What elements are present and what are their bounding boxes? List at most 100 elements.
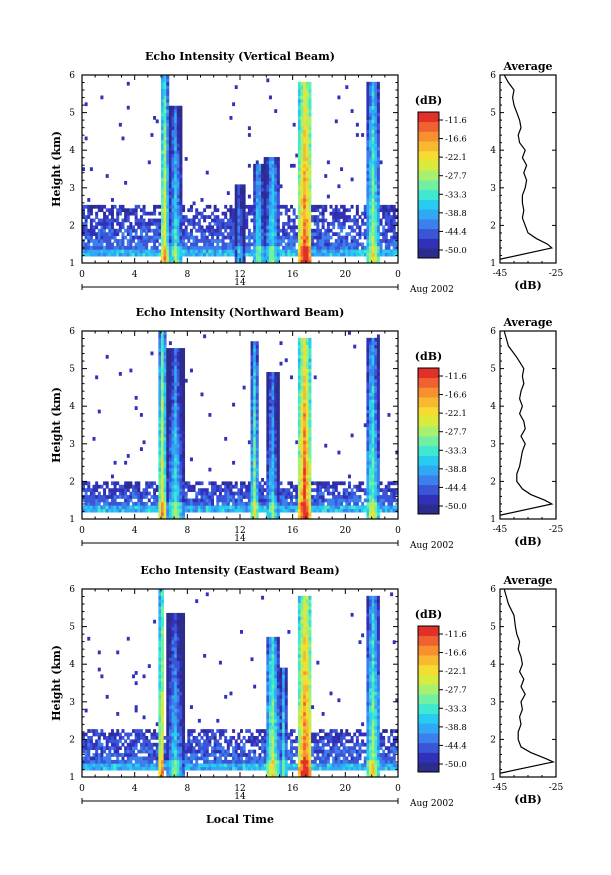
echo-cell (305, 221, 309, 226)
echo-cell (171, 187, 175, 192)
echo-cell (361, 133, 365, 137)
echo-cell (387, 245, 391, 250)
echo-cell (171, 191, 175, 195)
echo-cell (297, 225, 301, 230)
echo-cell (311, 235, 315, 240)
echo-cell (305, 180, 309, 185)
echo-cell (258, 495, 262, 499)
echo-cell (308, 88, 312, 93)
echo-cell (129, 495, 133, 499)
echo-cell (371, 430, 375, 434)
echo-cell (266, 440, 270, 445)
echo-cell (166, 413, 170, 417)
echo-cell (369, 484, 373, 489)
echo-cell (176, 392, 180, 397)
echo-cell (266, 211, 270, 216)
echo-cell (300, 399, 304, 404)
echo-cell (274, 225, 278, 230)
echo-cell (158, 225, 162, 230)
echo-cell (168, 133, 172, 137)
echo-cell (124, 180, 128, 185)
echo-cell (376, 95, 380, 100)
echo-cell (303, 515, 307, 520)
echo-cell (282, 228, 286, 233)
echo-cell (187, 249, 191, 254)
echo-cell (390, 481, 394, 486)
y-tick-label: 1 (490, 515, 496, 525)
echo-cell (376, 153, 380, 158)
echo-cell (110, 245, 114, 250)
echo-cell (108, 491, 112, 496)
echo-cell (168, 392, 172, 397)
echo-cell (205, 495, 209, 499)
echo-cell (195, 508, 199, 513)
echo-cell (345, 488, 349, 493)
echo-cell (224, 501, 228, 506)
echo-cell (126, 232, 130, 237)
echo-cell (384, 242, 388, 247)
echo-cell (255, 512, 259, 516)
echo-cell (261, 228, 265, 233)
echo-cell (274, 402, 278, 407)
echo-cell (163, 215, 167, 219)
echo-cell (161, 348, 164, 352)
echo-cell (305, 88, 309, 93)
echo-cell (271, 481, 275, 486)
echo-cell (308, 256, 312, 260)
echo-cell (166, 174, 170, 178)
echo-cell (208, 245, 212, 250)
echo-cell (203, 218, 207, 223)
echo-cell (379, 245, 383, 250)
echo-cell (274, 180, 278, 185)
echo-cell (168, 112, 172, 117)
echo-cell (326, 488, 330, 493)
echo-cell (374, 423, 378, 428)
echo-cell (168, 232, 172, 237)
echo-cell (168, 395, 172, 400)
y-tick-label: 6 (490, 71, 496, 81)
echo-cell (274, 211, 278, 216)
echo-cell (182, 204, 186, 209)
echo-cell (369, 249, 373, 254)
echo-cell (371, 365, 375, 369)
echo-cell (110, 232, 114, 237)
echo-cell (166, 225, 170, 230)
echo-cell (174, 170, 178, 175)
echo-cell (255, 177, 259, 182)
echo-cell (232, 491, 236, 496)
echo-cell (203, 208, 207, 213)
echo-cell (316, 242, 320, 247)
echo-cell (342, 211, 346, 216)
echo-cell (300, 153, 304, 158)
echo-cell (271, 225, 275, 230)
echo-cell (203, 488, 207, 493)
echo-cell (390, 204, 394, 209)
echo-cell (89, 495, 93, 499)
echo-cell (247, 495, 251, 499)
echo-cell (371, 119, 375, 124)
echo-cell (240, 481, 243, 486)
echo-cell (334, 495, 338, 499)
average-x-label: (dB) (514, 535, 541, 548)
echo-cell (266, 512, 270, 516)
echo-cell (171, 464, 175, 469)
echo-cell (105, 242, 109, 247)
echo-cell (189, 457, 193, 462)
echo-cell (305, 177, 309, 182)
echo-cell (234, 249, 238, 254)
echo-cell (276, 440, 280, 445)
echo-cell (374, 163, 378, 168)
day-label: 14 (234, 278, 246, 288)
echo-cell (371, 443, 375, 448)
echo-cell (145, 245, 149, 250)
echo-cell (232, 460, 236, 465)
echo-cell (366, 204, 370, 209)
echo-cell (374, 239, 378, 243)
echo-cell (255, 498, 259, 503)
echo-cell (297, 259, 301, 264)
echo-cell (303, 85, 307, 90)
echo-cell (374, 136, 378, 141)
echo-cell (258, 249, 262, 254)
echo-cell (171, 139, 175, 144)
